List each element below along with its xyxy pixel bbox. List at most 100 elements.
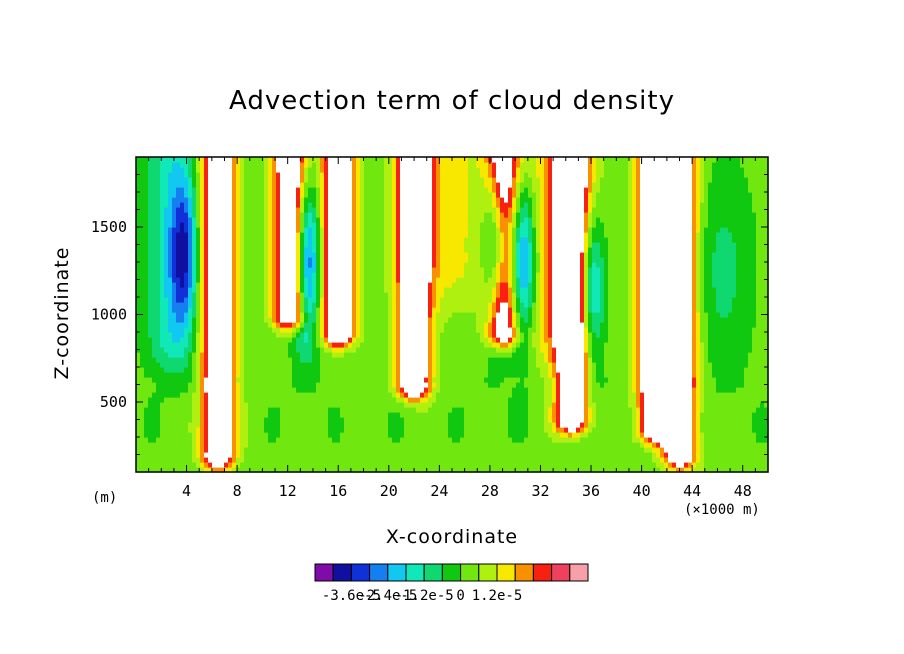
field-cell <box>436 397 441 403</box>
field-cell <box>204 202 209 208</box>
field-cell <box>204 222 209 228</box>
field-cell <box>348 247 353 253</box>
field-cell <box>216 407 221 413</box>
field-cell <box>196 447 201 453</box>
field-cell <box>284 317 289 323</box>
field-cell <box>416 387 421 393</box>
field-cell <box>304 322 309 328</box>
field-cell <box>228 177 233 183</box>
field-cell <box>268 212 273 218</box>
field-cell <box>412 242 417 248</box>
field-cell <box>192 167 197 173</box>
field-cell <box>276 267 281 273</box>
field-cell <box>164 187 169 193</box>
field-cell <box>296 322 301 328</box>
field-cell <box>220 317 225 323</box>
field-cell <box>160 452 165 458</box>
field-cell <box>428 262 433 268</box>
field-cell <box>440 257 445 263</box>
field-cell <box>356 367 361 373</box>
field-cell <box>260 362 265 368</box>
field-cell <box>376 207 381 213</box>
field-cell <box>360 297 365 303</box>
field-cell <box>280 457 285 463</box>
field-cell <box>144 342 149 348</box>
field-cell <box>448 282 453 288</box>
field-cell <box>384 457 389 463</box>
field-cell <box>300 422 305 428</box>
field-cell <box>272 327 277 333</box>
field-cell <box>272 202 277 208</box>
field-cell <box>300 467 305 473</box>
field-cell <box>188 357 193 363</box>
field-cell <box>248 227 253 233</box>
field-cell <box>316 357 321 363</box>
field-cell <box>368 307 373 313</box>
field-cell <box>272 402 277 408</box>
field-cell <box>356 302 361 308</box>
field-cell <box>332 167 337 173</box>
field-cell <box>348 462 353 468</box>
field-cell <box>448 222 453 228</box>
field-cell <box>144 157 149 163</box>
field-cell <box>276 222 281 228</box>
field-cell <box>208 197 213 203</box>
field-cell <box>384 197 389 203</box>
field-cell <box>320 257 325 263</box>
field-cell <box>432 287 437 293</box>
field-cell <box>316 432 321 438</box>
field-cell <box>240 232 245 238</box>
field-cell <box>276 182 281 188</box>
field-cell <box>152 227 157 233</box>
field-cell <box>380 267 385 273</box>
field-cell <box>160 177 165 183</box>
field-cell <box>404 272 409 278</box>
field-cell <box>188 322 193 328</box>
field-cell <box>388 292 393 298</box>
field-cell <box>248 402 253 408</box>
field-cell <box>152 257 157 263</box>
field-cell <box>336 227 341 233</box>
field-cell <box>276 287 281 293</box>
field-cell <box>384 272 389 278</box>
field-cell <box>424 312 429 318</box>
field-cell <box>236 332 241 338</box>
field-cell <box>188 337 193 343</box>
field-cell <box>172 332 177 338</box>
field-cell <box>248 462 253 468</box>
field-cell <box>416 332 421 338</box>
field-cell <box>232 317 237 323</box>
field-cell <box>216 172 221 178</box>
field-cell <box>284 422 289 428</box>
field-cell <box>236 177 241 183</box>
field-cell <box>264 197 269 203</box>
field-cell <box>196 202 201 208</box>
field-cell <box>152 427 157 433</box>
field-cell <box>136 462 141 468</box>
field-cell <box>344 157 349 163</box>
field-cell <box>156 327 161 333</box>
field-cell <box>332 277 337 283</box>
field-cell <box>208 237 213 243</box>
field-cell <box>144 322 149 328</box>
field-cell <box>220 272 225 278</box>
field-cell <box>320 207 325 213</box>
field-cell <box>268 467 273 473</box>
field-cell <box>264 157 269 163</box>
field-cell <box>220 382 225 388</box>
field-cell <box>244 382 249 388</box>
field-cell <box>280 302 285 308</box>
field-cell <box>316 347 321 353</box>
field-cell <box>452 417 457 423</box>
field-cell <box>416 377 421 383</box>
field-cell <box>404 337 409 343</box>
field-cell <box>352 372 357 378</box>
field-cell <box>328 382 333 388</box>
field-cell <box>380 377 385 383</box>
field-cell <box>180 192 185 198</box>
field-cell <box>156 297 161 303</box>
field-cell <box>180 402 185 408</box>
field-cell <box>164 387 169 393</box>
field-cell <box>368 297 373 303</box>
field-cell <box>432 167 437 173</box>
